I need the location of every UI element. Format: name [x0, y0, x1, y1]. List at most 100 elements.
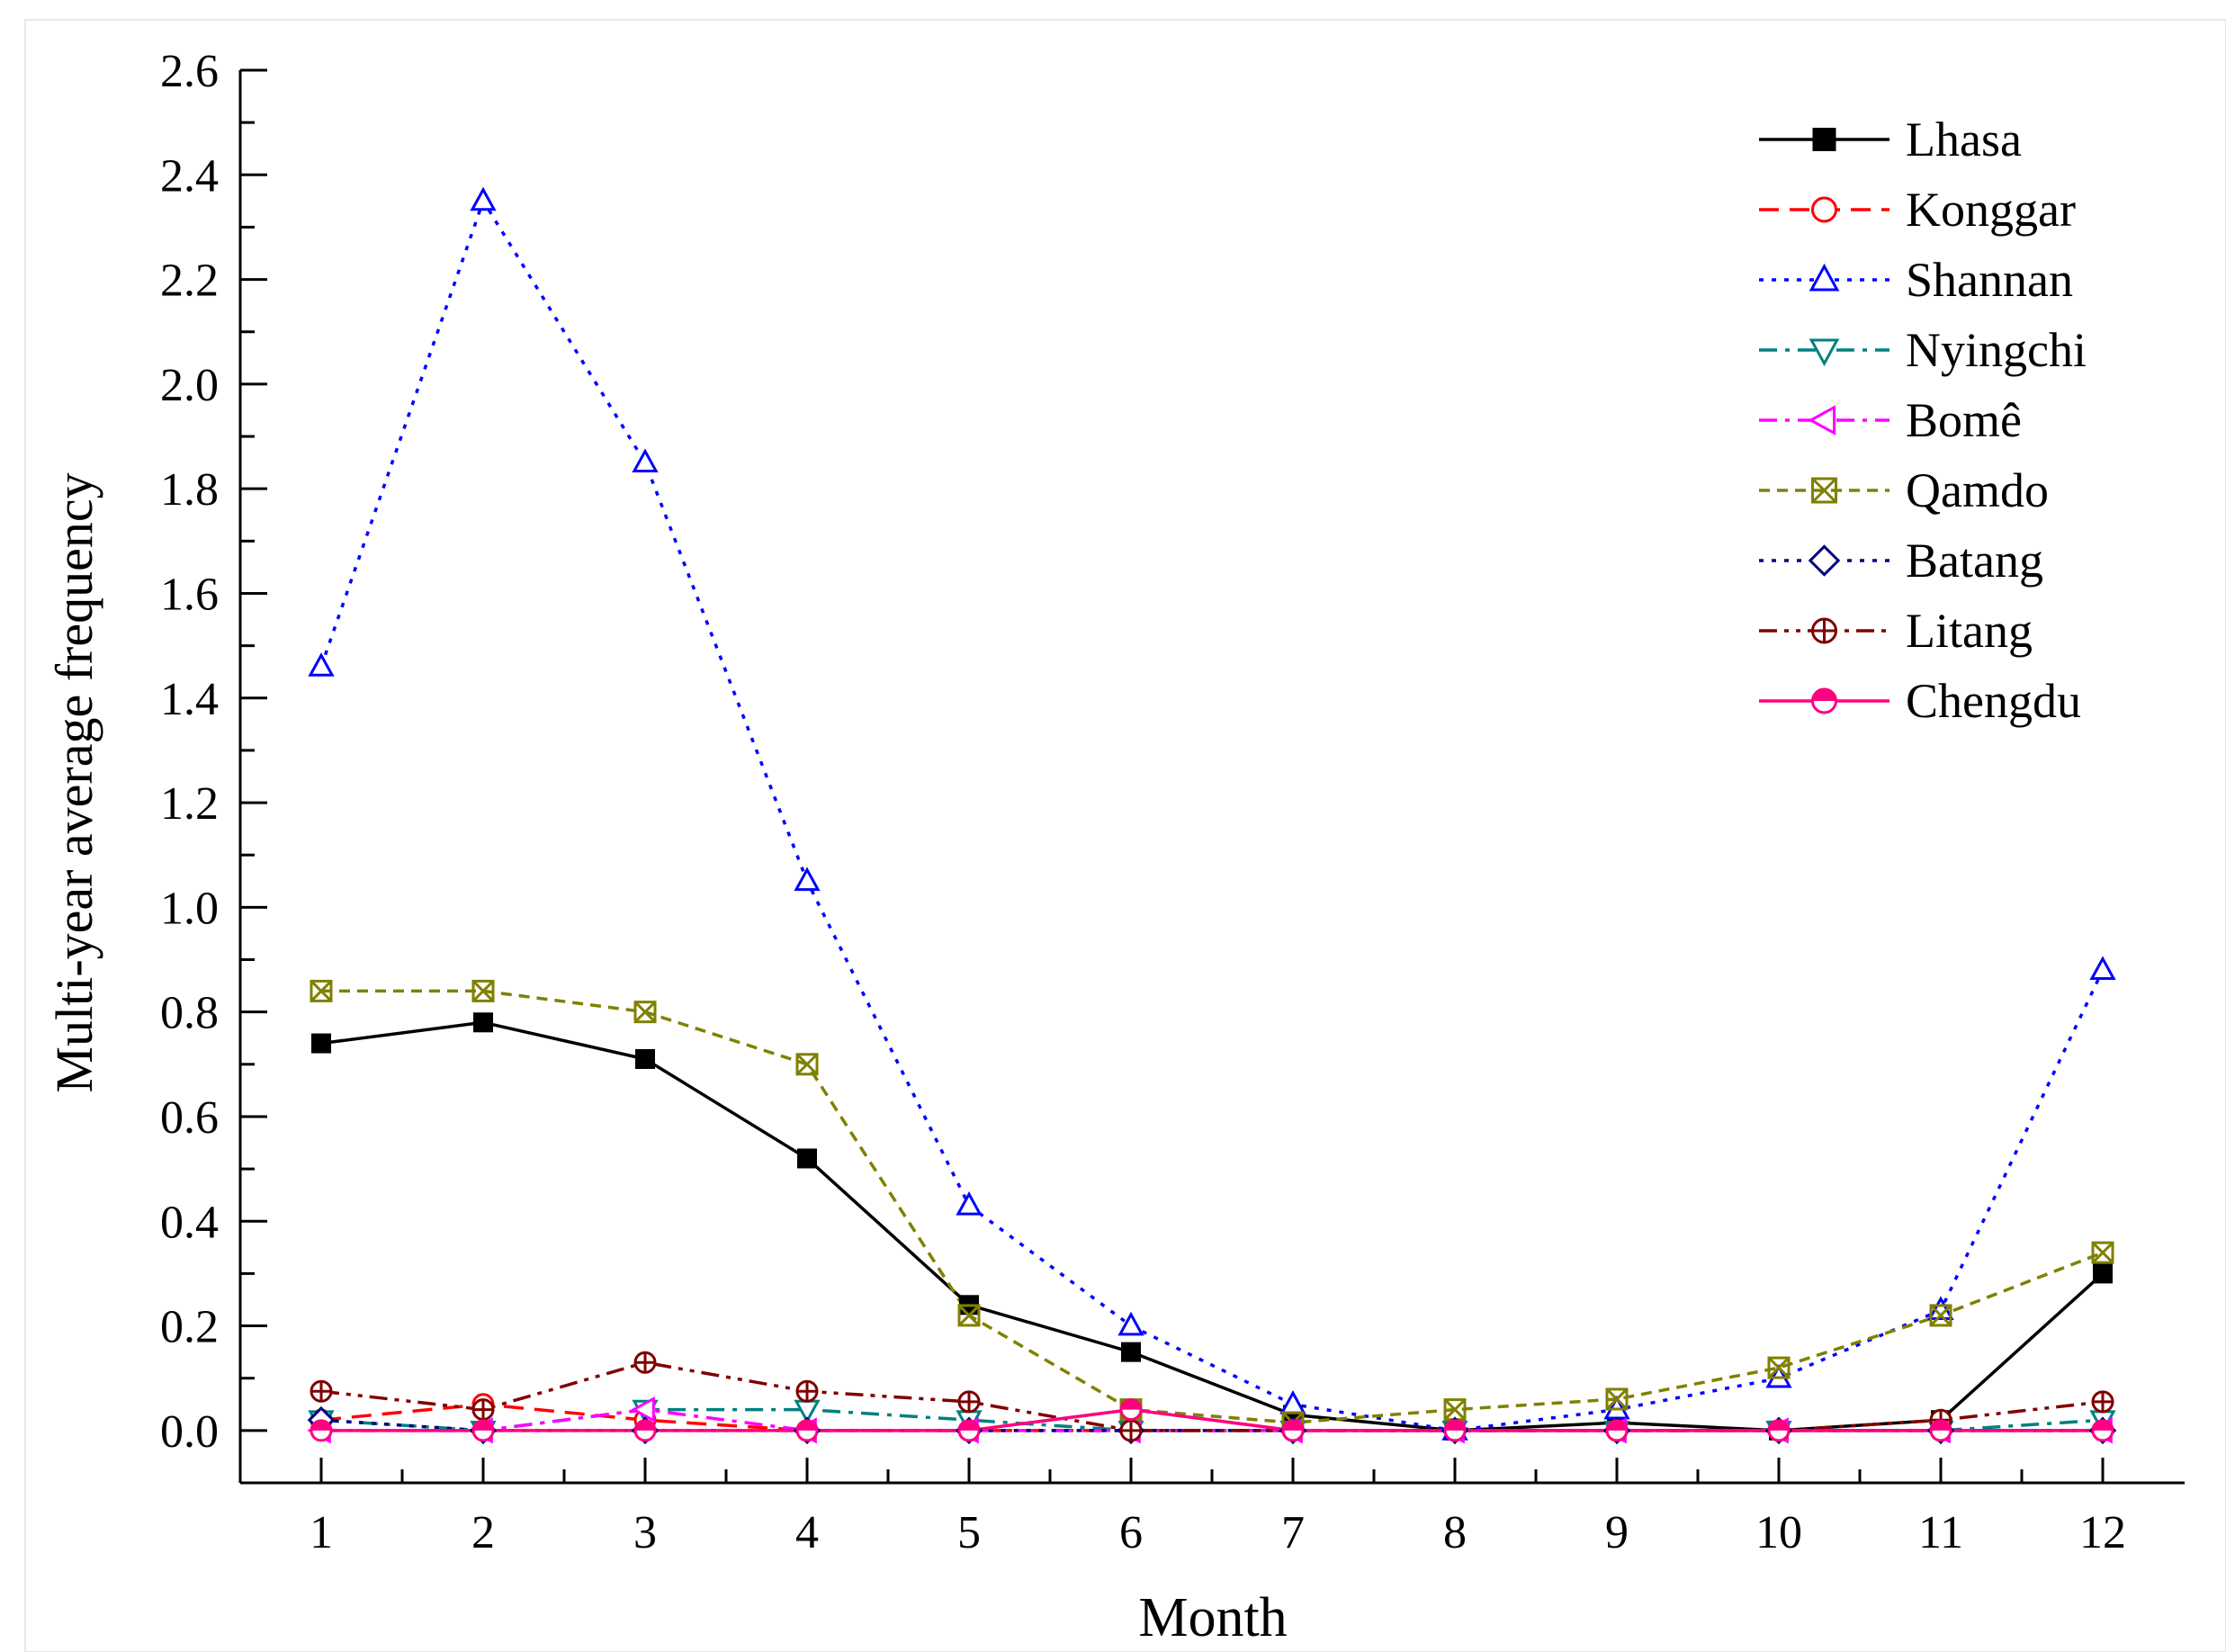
legend-item: Litang — [1759, 604, 2033, 658]
marker-triangle-left — [631, 1396, 655, 1423]
legend-label: Bomê — [1906, 393, 2022, 447]
data-point-lhasa — [2093, 1263, 2113, 1284]
marker-square — [635, 1049, 655, 1069]
legend-marker — [1811, 617, 1837, 644]
data-point-chengdu — [957, 1419, 981, 1442]
legend-label: Qamdo — [1906, 463, 2049, 517]
legend-marker — [1812, 128, 1836, 151]
y-tick-label: 1.6 — [160, 569, 219, 620]
marker-square-outline — [795, 1053, 819, 1076]
y-ticks: 0.0 0.2 0.4 0.6 0.8 1.0 1.2 1.4 1.6 1.8 2.0 2.2 2.4 2… — [160, 46, 267, 1485]
x-tick-label: 1 — [310, 1507, 333, 1558]
marker-triangle-up — [308, 652, 335, 677]
legend-item: Batang — [1759, 534, 2043, 588]
marker-x-stroke — [1605, 1387, 1629, 1411]
legend-marker — [1811, 687, 1837, 714]
series-line-litang — [320, 1360, 2104, 1432]
marker-triangle-up — [632, 448, 659, 472]
marker-square — [1812, 128, 1836, 151]
series-line-chengdu — [321, 1407, 2103, 1432]
data-point-litang — [1119, 1419, 1143, 1442]
marker-x-stroke — [1811, 477, 1837, 504]
data-point-qamdo — [471, 979, 495, 1002]
marker-half-fill — [1445, 1420, 1465, 1431]
marker-x-stroke — [310, 980, 333, 1002]
marker-square-outline — [1929, 1304, 1952, 1327]
marker-half-fill — [635, 1420, 655, 1431]
data-point-litang — [2091, 1390, 2114, 1414]
marker-half-fill — [1812, 689, 1836, 701]
data-point-shannan — [632, 448, 659, 472]
marker-square — [2093, 1263, 2113, 1284]
x-tick-label: 4 — [795, 1507, 819, 1558]
marker-square-outline — [310, 979, 333, 1002]
marker-half-fill — [1283, 1420, 1303, 1431]
marker-square-outline — [633, 1001, 657, 1024]
legend-label: Nyingchi — [1906, 323, 2087, 377]
data-point-lhasa — [473, 1012, 493, 1033]
series-markers — [307, 186, 2117, 1445]
data-point-chengdu — [310, 1419, 333, 1442]
marker-half-fill — [1769, 1420, 1789, 1431]
x-tick-label: 6 — [1119, 1507, 1143, 1558]
data-point-chengdu — [795, 1419, 819, 1442]
marker-triangle-up — [2089, 956, 2116, 980]
y-tick-label: 1.0 — [160, 883, 219, 934]
series-line-qamdo — [321, 989, 2104, 1424]
x-ticks: 1 2 3 4 5 6 7 8 9 10 11 12 — [310, 1458, 2126, 1558]
legend-marker — [1809, 338, 1840, 367]
data-point-chengdu — [1767, 1419, 1791, 1442]
data-point-chengdu — [1443, 1419, 1467, 1442]
y-tick-label: 1.8 — [160, 464, 219, 516]
data-point-chengdu — [471, 1419, 495, 1442]
marker-square — [797, 1148, 817, 1169]
marker-x-stroke — [1767, 1357, 1791, 1379]
marker-x-stroke — [633, 1001, 657, 1023]
marker-half-fill — [797, 1420, 817, 1431]
data-point-shannan — [956, 1191, 983, 1216]
marker-square — [311, 1033, 331, 1054]
y-tick-label: 2.0 — [160, 360, 219, 411]
data-point-chengdu — [633, 1419, 657, 1442]
marker-triangle-up — [794, 866, 821, 892]
marker-half-fill — [473, 1420, 493, 1431]
data-point-qamdo — [1605, 1387, 1629, 1411]
data-point-lhasa — [797, 1148, 817, 1169]
series-line-shannan — [319, 199, 2105, 1432]
marker-half-fill — [1607, 1420, 1627, 1431]
x-tick-label: 5 — [957, 1507, 981, 1558]
legend-item: Konggar — [1759, 183, 2076, 237]
marker-circle — [1811, 196, 1837, 223]
marker-x-stroke — [2091, 1242, 2114, 1264]
marker-square-outline — [1605, 1387, 1629, 1411]
data-point-litang — [795, 1379, 819, 1403]
legend-item: Shannan — [1759, 253, 2073, 307]
data-point-litang — [471, 1398, 495, 1422]
marker-half-fill — [311, 1420, 331, 1431]
data-point-qamdo — [1929, 1304, 1952, 1327]
x-tick-label: 7 — [1281, 1507, 1305, 1558]
data-point-shannan — [2089, 956, 2116, 980]
marker-half-fill — [1121, 1399, 1141, 1410]
legend-label: Lhasa — [1906, 112, 2022, 166]
data-point-shannan — [470, 186, 497, 211]
x-tick-label: 11 — [1918, 1507, 1963, 1558]
legend-label: Litang — [1906, 604, 2033, 658]
data-point-qamdo — [957, 1304, 981, 1327]
marker-square-outline — [1811, 477, 1837, 504]
marker-triangle-up — [470, 186, 497, 211]
legend-label: Batang — [1906, 534, 2043, 588]
legend-item: Lhasa — [1759, 112, 2022, 166]
data-point-qamdo — [310, 979, 333, 1002]
data-point-chengdu — [2091, 1419, 2114, 1442]
data-point-shannan — [308, 652, 335, 677]
x-tick-label: 9 — [1605, 1507, 1629, 1558]
y-axis-label: Multi-year average frequency — [45, 472, 103, 1092]
marker-half-fill — [1931, 1420, 1951, 1431]
legend-marker — [1808, 405, 1836, 435]
data-point-chengdu — [1605, 1419, 1629, 1442]
legend-marker — [1808, 544, 1841, 577]
marker-x-stroke — [1929, 1304, 1952, 1326]
